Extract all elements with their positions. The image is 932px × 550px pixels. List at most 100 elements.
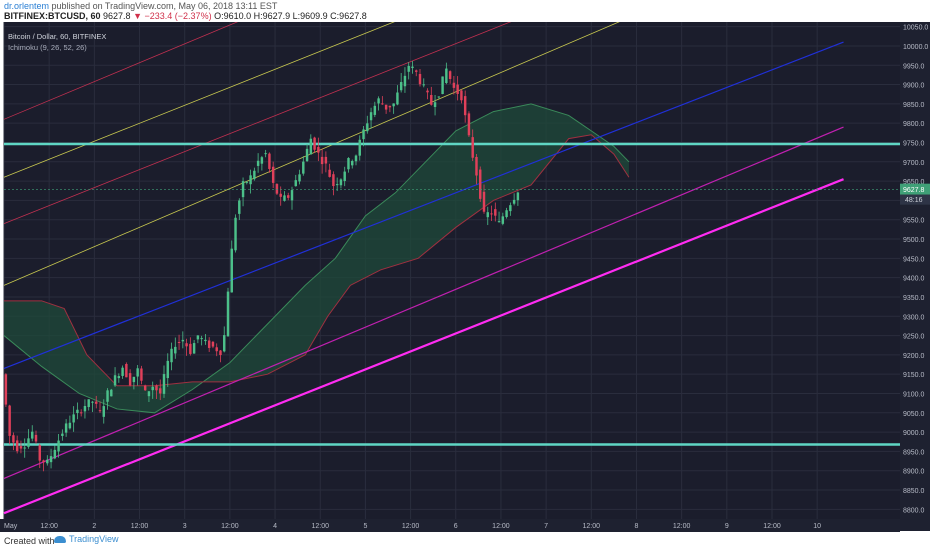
price-chart[interactable]: 8800.08850.08900.08950.09000.09050.09100…: [0, 22, 932, 532]
price-axis[interactable]: [900, 22, 930, 531]
price-tick-label: 8900.0: [903, 469, 925, 476]
candle: [388, 105, 392, 108]
time-tick-label: 4: [273, 523, 277, 530]
price-tick-label: 9000.0: [903, 430, 925, 437]
time-tick-label: 12:00: [492, 523, 510, 530]
candle: [136, 368, 139, 377]
trend-line-3[interactable]: [3, 22, 644, 286]
author-link[interactable]: dr.orlentem: [4, 1, 50, 11]
candle: [445, 68, 448, 84]
candle: [249, 175, 252, 185]
candle: [102, 406, 105, 417]
trend-line-1[interactable]: [3, 126, 844, 480]
candle: [351, 160, 354, 166]
candle: [215, 347, 218, 352]
symbol-ohlc: BITFINEX:BTCUSD, 60 9627.8 ▼ −233.4 (−2.…: [4, 11, 367, 21]
price-tick-label: 9750.0: [903, 140, 925, 147]
legend-indicator: Ichimoku (9, 26, 52, 26): [8, 43, 87, 52]
candle: [490, 213, 493, 215]
candle: [64, 423, 68, 433]
candle: [309, 138, 313, 155]
publish-info: dr.orlentem published on TradingView.com…: [4, 1, 277, 11]
price-tick-label: 9550.0: [903, 218, 925, 225]
candle: [328, 169, 331, 177]
candle: [8, 405, 11, 436]
candle: [121, 367, 124, 376]
price-tick-label: 9150.0: [903, 372, 925, 379]
candle: [482, 191, 486, 212]
candle: [497, 221, 501, 223]
time-tick-label: 6: [454, 523, 458, 530]
plot-background: [4, 22, 900, 519]
candle: [245, 181, 249, 183]
candle: [463, 96, 467, 116]
time-axis[interactable]: [0, 519, 900, 532]
trend-line-6[interactable]: [3, 22, 531, 120]
trend-line-5[interactable]: [3, 22, 644, 224]
candle: [441, 76, 444, 95]
tradingview-brand-label: TradingView: [69, 534, 119, 544]
candle: [207, 340, 211, 348]
trend-line-0[interactable]: [3, 178, 844, 515]
candle: [317, 146, 320, 153]
candle: [12, 435, 15, 443]
price-tick-label: 9350.0: [903, 295, 925, 302]
trend-line-2[interactable]: [3, 41, 844, 369]
time-tick-label: 12:00: [763, 523, 781, 530]
candle: [313, 137, 316, 150]
candle: [174, 346, 177, 354]
candle: [253, 170, 256, 180]
change-arrow-icon: ▼: [133, 11, 142, 21]
tradingview-brand[interactable]: TradingView: [54, 534, 119, 544]
candle: [411, 66, 414, 69]
price-tick-label: 10000.0: [903, 44, 928, 51]
candle: [57, 440, 60, 452]
candle: [516, 192, 520, 201]
candle: [486, 212, 489, 218]
candle: [302, 161, 305, 174]
candle: [358, 139, 361, 156]
price-tick-label: 9300.0: [903, 314, 925, 321]
candle: [166, 360, 169, 379]
candle: [287, 195, 290, 198]
candle: [147, 391, 151, 397]
candle: [226, 291, 230, 337]
candle: [79, 412, 83, 414]
candle: [381, 103, 384, 105]
price-tick-label: 10050.0: [903, 25, 928, 32]
candle: [31, 431, 34, 439]
time-tick-label: 12:00: [673, 523, 691, 530]
candle: [128, 373, 132, 386]
candle: [418, 73, 422, 85]
ohlc-values: O:9610.0 H:9627.9 L:9609.9 C:9627.8: [214, 11, 367, 21]
legend-instrument: Bitcoin / Dollar, 60, BITFINEX: [8, 32, 106, 41]
candle: [460, 90, 463, 101]
candle: [27, 438, 30, 447]
candle: [377, 98, 380, 104]
candle: [366, 123, 369, 132]
price-change: −233.4 (−2.37%): [144, 11, 212, 21]
candle: [471, 137, 474, 158]
candle: [426, 90, 429, 93]
candle: [23, 447, 26, 449]
candle: [177, 341, 181, 343]
price-tick-label: 9400.0: [903, 276, 925, 283]
candle: [294, 180, 297, 187]
price-tick-label: 9500.0: [903, 237, 925, 244]
candle: [162, 374, 166, 394]
candle: [219, 350, 222, 356]
candle: [396, 92, 399, 105]
candle: [373, 105, 377, 115]
candle: [223, 335, 226, 352]
candle: [354, 155, 358, 162]
candle: [95, 401, 98, 404]
candle: [452, 82, 456, 88]
candle: [38, 445, 41, 461]
price-tick-label: 9100.0: [903, 391, 925, 398]
senkou-span-a: [3, 103, 630, 414]
candle: [509, 205, 512, 212]
price-tick-label: 9250.0: [903, 334, 925, 341]
footer: Created with TradingView: [0, 532, 932, 550]
trend-line-4[interactable]: [3, 22, 644, 178]
candle: [343, 171, 346, 182]
